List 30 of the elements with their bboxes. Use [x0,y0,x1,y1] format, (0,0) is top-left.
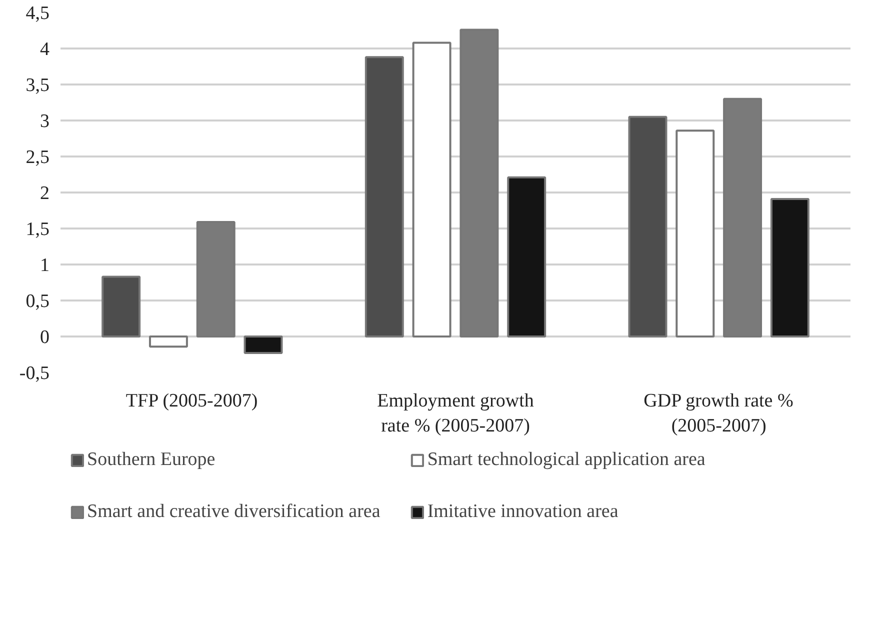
bar [148,336,188,348]
y-tick-label: 4 [40,39,50,60]
bar [244,336,283,354]
bar [196,221,236,338]
legend-label: Smart and creative diversification area [87,501,380,523]
bar [102,276,141,338]
legend-label: Smart technological application area [427,449,706,471]
y-tick-label: 0 [40,327,50,348]
y-tick-label: 4,5 [26,3,50,24]
y-tick-label: 1,5 [26,219,50,240]
legend-label: Southern Europe [87,449,216,471]
bar [628,116,668,338]
y-tick-label: 3 [40,111,50,132]
y-tick-label: 2 [40,183,50,204]
x-tick-label: Employment growth rate % (2005-2007) [377,390,534,437]
bar [676,130,715,338]
y-tick-label: 0,5 [26,291,50,312]
bar [770,198,810,338]
bar [723,98,762,338]
y-tick-label: 3,5 [26,75,50,96]
y-tick-label: 1 [40,255,50,276]
x-tick-label: TFP (2005-2007) [126,390,258,412]
y-tick-label: 2,5 [26,147,50,168]
legend-label: Imitative innovation area [427,501,618,523]
x-tick-label: GDP growth rate % (2005-2007) [644,390,794,437]
bar [412,42,452,338]
bar [364,56,404,338]
y-tick-label: -0,5 [19,363,50,384]
bar [460,28,499,338]
bar [507,176,546,338]
